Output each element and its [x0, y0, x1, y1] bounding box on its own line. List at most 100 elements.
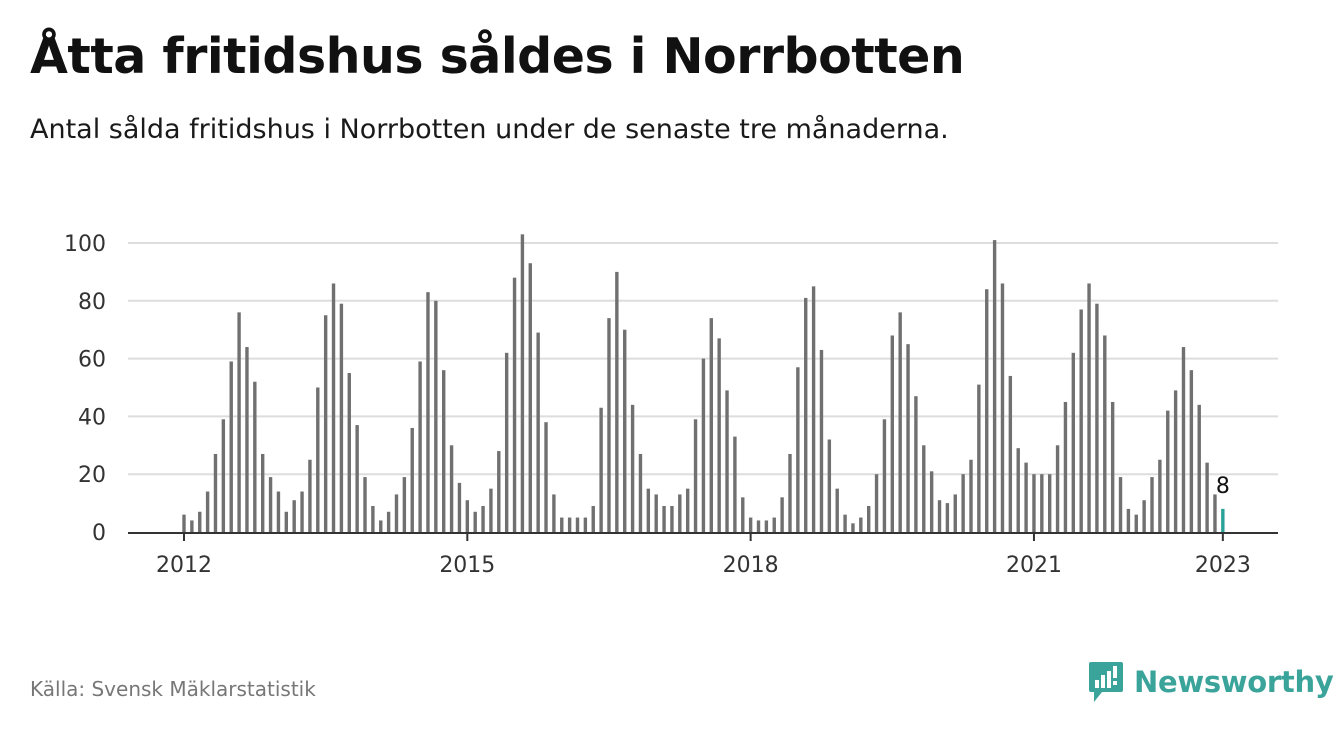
x-tick-label: 2018 [723, 553, 779, 578]
bar [198, 511, 202, 532]
y-axis-ticks: 0 20 40 60 80 100 [64, 232, 106, 546]
bar [190, 520, 194, 532]
bar [670, 505, 674, 532]
bar [1008, 375, 1013, 532]
bar [977, 384, 981, 532]
bar [725, 390, 729, 532]
bar [623, 329, 627, 532]
bar [654, 494, 658, 532]
bar [701, 358, 706, 532]
bar [922, 445, 926, 532]
bar [1103, 335, 1107, 532]
bar [567, 517, 572, 532]
bar [1048, 474, 1052, 532]
bar [1221, 508, 1225, 532]
bar [339, 303, 344, 532]
bar [237, 312, 241, 532]
source-note: Källa: Svensk Mäklarstatistik [30, 677, 316, 701]
bar [1197, 404, 1201, 532]
bar [819, 349, 824, 532]
bar [394, 494, 399, 532]
bar [1166, 410, 1170, 532]
bar [1110, 401, 1115, 532]
bar [1205, 462, 1209, 532]
bar [914, 396, 918, 532]
chart-subtitle: Antal sålda fritidshus i Norrbotten unde… [30, 114, 949, 145]
bar [835, 488, 839, 532]
bar [937, 500, 942, 532]
bar [1173, 390, 1178, 532]
bar [733, 436, 737, 532]
bar [1189, 370, 1194, 532]
bar [929, 471, 934, 532]
bar [953, 494, 957, 532]
bar [804, 297, 808, 532]
y-tick-label: 40 [78, 405, 106, 430]
bar [284, 511, 289, 532]
bar [473, 511, 477, 532]
bar [859, 517, 863, 532]
x-axis-ticks: 2012 2015 2018 2021 2023 [156, 533, 1251, 578]
bar [1158, 459, 1162, 532]
bar-chart: 0 20 40 60 80 100 2012 2015 2018 2021 2023 8 [64, 232, 1278, 578]
bar [583, 517, 588, 532]
bar [457, 482, 462, 532]
bar [985, 289, 989, 532]
bar [347, 373, 351, 532]
bar [591, 505, 595, 532]
bar [717, 338, 721, 532]
bar [1150, 477, 1154, 532]
data-label: 8 [1216, 474, 1230, 499]
bar [866, 505, 871, 532]
bar [528, 263, 532, 532]
bar [992, 240, 997, 533]
bar [630, 404, 635, 532]
y-tick-label: 0 [92, 521, 106, 546]
bar [827, 439, 832, 532]
bar [205, 491, 210, 532]
x-tick-label: 2021 [1006, 553, 1062, 578]
annotations: 8 [1216, 474, 1230, 499]
bar [599, 407, 603, 532]
bar [221, 419, 226, 532]
bar [1142, 500, 1146, 532]
bar [1063, 401, 1068, 532]
bar [371, 505, 375, 532]
bar [882, 419, 887, 532]
bar [386, 511, 391, 532]
bar [874, 474, 879, 532]
bar [764, 520, 769, 532]
bar [544, 422, 548, 532]
bar [1040, 474, 1044, 532]
bar [261, 453, 265, 532]
bar [1087, 283, 1091, 532]
bar [945, 503, 950, 532]
bar [898, 312, 902, 532]
bar [1126, 508, 1131, 532]
bar [638, 453, 643, 532]
x-tick-label: 2015 [439, 553, 495, 578]
bar [442, 370, 446, 532]
bar [788, 453, 792, 532]
bar [748, 517, 753, 532]
bar [1213, 494, 1217, 532]
y-tick-label: 20 [78, 463, 106, 488]
bar [331, 283, 336, 532]
bar [1055, 445, 1060, 532]
bar [560, 517, 564, 532]
bar [1079, 309, 1083, 532]
bar [678, 494, 682, 532]
bar [253, 381, 257, 532]
bar [1134, 514, 1138, 532]
bar [1181, 347, 1186, 532]
bar [292, 500, 296, 532]
bar [1095, 303, 1099, 532]
bar [969, 459, 973, 532]
bar [607, 318, 611, 532]
x-tick-label: 2012 [156, 553, 212, 578]
brand-logo: Newsworthy [1088, 660, 1334, 704]
x-tick-label: 2023 [1195, 553, 1251, 578]
chart-title: Åtta fritidshus såldes i Norrbotten [30, 28, 965, 85]
bar [268, 477, 273, 532]
bar [1000, 283, 1005, 532]
